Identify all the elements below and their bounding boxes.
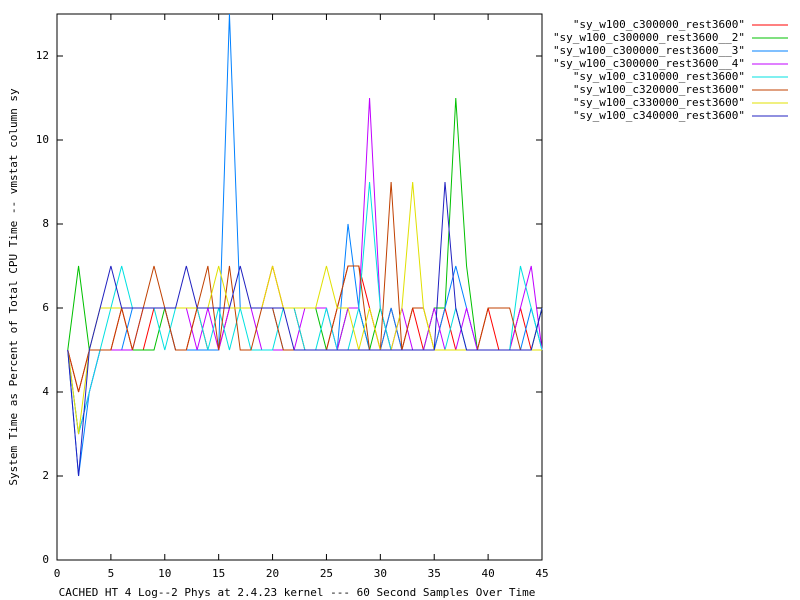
x-tick-label: 45 [535,567,548,580]
y-tick-label: 4 [42,385,49,398]
series-line [67,181,543,477]
y-tick-label: 0 [42,553,49,566]
y-axis-label: System Time as Percent of Total CPU Time… [7,88,20,486]
y-tick-label: 2 [42,469,49,482]
x-axis-label: CACHED HT 4 Log--2 Phys at 2.4.23 kernel… [59,586,536,599]
legend-label: "sy_w100_c320000_rest3600" [573,83,745,96]
series-line [67,13,543,477]
legend-label: "sy_w100_c330000_rest3600" [573,96,745,109]
legend-label: "sy_w100_c310000_rest3600" [573,70,745,83]
legend-label: "sy_w100_c300000_rest3600__4" [553,57,745,70]
y-tick-label: 8 [42,217,49,230]
legend-label: "sy_w100_c300000_rest3600__2" [553,31,745,44]
x-tick-label: 15 [212,567,225,580]
x-tick-label: 5 [108,567,115,580]
plot-frame [56,13,543,561]
x-tick-label: 25 [320,567,333,580]
y-tick-label: 10 [36,133,49,146]
series-line [67,265,542,393]
y-tick-label: 12 [36,49,49,62]
series-line [67,97,543,435]
legend-label: "sy_w100_c340000_rest3600" [573,109,745,122]
series-line [67,97,543,351]
x-tick-label: 0 [54,567,61,580]
x-tick-label: 30 [374,567,387,580]
legend-label: "sy_w100_c300000_rest3600__3" [553,44,745,57]
x-tick-label: 10 [158,567,171,580]
x-tick-label: 20 [266,567,279,580]
x-tick-label: 35 [428,567,441,580]
legend-label: "sy_w100_c300000_rest3600" [573,18,745,31]
series-line [67,181,542,393]
y-tick-label: 6 [42,301,49,314]
x-tick-label: 40 [481,567,494,580]
